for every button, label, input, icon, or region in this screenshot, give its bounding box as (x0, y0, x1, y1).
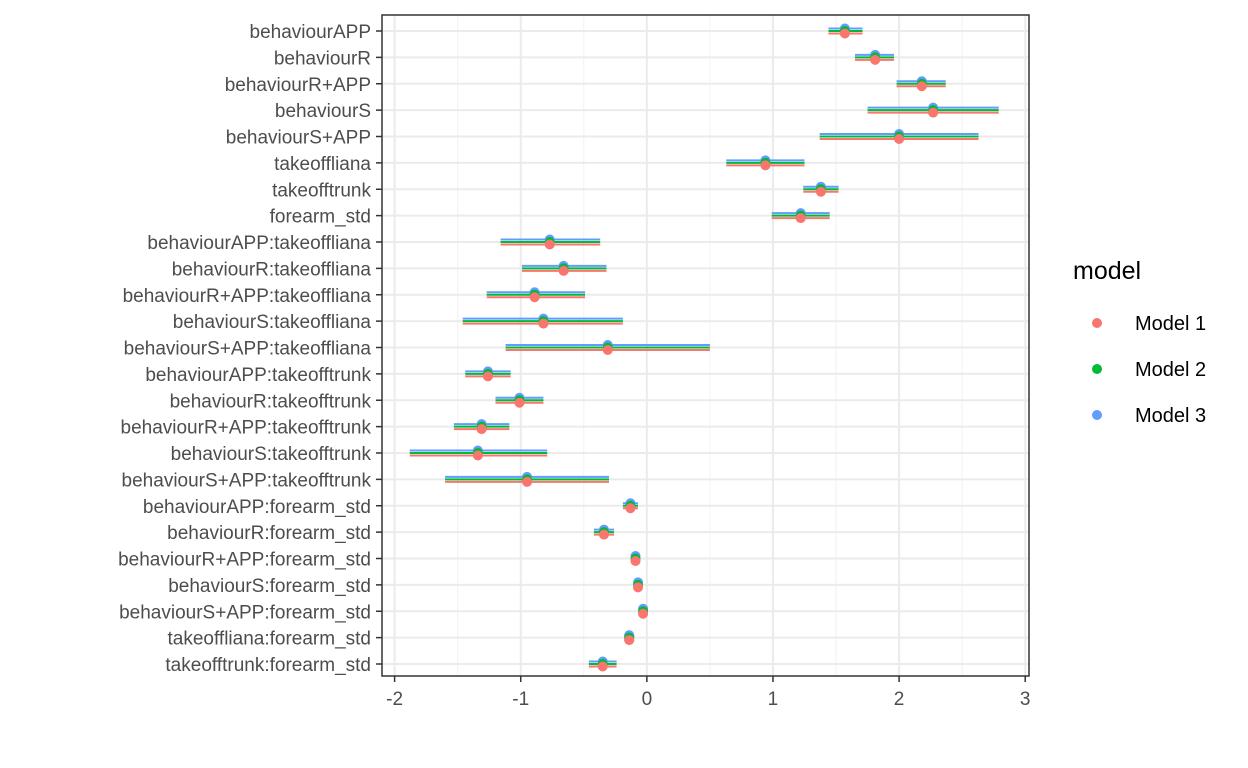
point-model-1 (894, 134, 905, 144)
y-tick-label: takeoffliana (274, 154, 371, 175)
point-model-1 (598, 529, 609, 540)
point-model-1 (538, 318, 549, 329)
y-tick-label: behaviourS+APP:forearm_std (119, 602, 371, 623)
legend-label: Model 3 (1135, 405, 1206, 427)
point-model-1 (633, 582, 644, 593)
point-model-1 (815, 186, 826, 197)
point-layer (472, 23, 939, 672)
point-model-1 (638, 608, 649, 619)
y-tick-label: behaviourAPP:takeoffliana (147, 233, 371, 254)
legend-title: model (1073, 257, 1141, 285)
x-tick-label: -2 (386, 689, 403, 710)
y-tick-label: forearm_std (270, 207, 371, 228)
y-tick-label: behaviourR+APP (225, 75, 371, 96)
legend: model Model 1 Model 2 Model 3 (1073, 257, 1206, 427)
point-model-1 (597, 661, 608, 672)
y-tick-label: behaviourS:takeofftrunk (171, 444, 372, 465)
x-tick-label: 3 (1020, 689, 1031, 710)
legend-key-model-3 (1092, 410, 1102, 420)
y-tick-label: behaviourS+APP (226, 128, 371, 149)
legend-label: Model 1 (1135, 313, 1206, 335)
x-tick-label: 1 (768, 689, 779, 710)
x-tick-label: 2 (894, 689, 905, 710)
legend-key-model-1 (1092, 318, 1102, 328)
y-tick-label: behaviourS+APP:takeoffliana (124, 339, 372, 360)
point-model-1 (482, 371, 493, 382)
point-model-1 (544, 239, 555, 250)
x-tick-label: 0 (642, 689, 653, 710)
y-tick-label: behaviourR+APP:forearm_std (118, 550, 371, 571)
point-model-1 (558, 265, 569, 276)
point-model-1 (625, 503, 636, 514)
panel-border (381, 14, 1030, 677)
x-tick-label: -1 (512, 689, 529, 710)
y-tick-label: takeofftrunk:forearm_std (165, 655, 371, 676)
y-tick-label: behaviourAPP:forearm_std (143, 497, 371, 518)
x-axis: -2 -1 0 1 2 3 (386, 676, 1031, 710)
legend-label: Model 2 (1135, 359, 1206, 381)
point-model-1 (514, 397, 525, 408)
y-tick-label: behaviourR:takeofftrunk (170, 391, 372, 412)
point-model-1 (602, 345, 613, 355)
y-tick-label: takeoffliana:forearm_std (168, 629, 372, 650)
y-tick-label: behaviourR+APP:takeofftrunk (121, 418, 372, 439)
point-model-1 (795, 213, 806, 224)
y-tick-label: behaviourR (274, 48, 371, 69)
point-model-1 (870, 54, 881, 65)
point-model-1 (472, 450, 483, 461)
legend-key-model-2 (1092, 364, 1102, 374)
y-tick-label: behaviourAPP (250, 22, 371, 43)
y-tick-label: takeofftrunk (272, 180, 371, 201)
point-model-1 (839, 28, 850, 39)
y-tick-label: behaviourS:forearm_std (168, 576, 371, 597)
y-tick-label: behaviourS (275, 101, 371, 122)
y-tick-label: behaviourS:takeoffliana (173, 312, 372, 333)
point-model-1 (916, 81, 927, 92)
point-model-1 (522, 476, 533, 487)
point-model-1 (928, 107, 939, 118)
point-model-1 (529, 292, 540, 303)
point-model-1 (476, 424, 487, 435)
point-model-1 (630, 556, 641, 566)
y-tick-label: behaviourR+APP:takeoffliana (123, 286, 372, 307)
point-model-1 (624, 635, 635, 646)
y-tick-label: behaviourR:forearm_std (167, 523, 371, 544)
y-tick-label: behaviourAPP:takeofftrunk (145, 365, 371, 386)
y-tick-label: behaviourS+APP:takeofftrunk (122, 470, 372, 491)
point-model-1 (760, 160, 771, 171)
y-axis: behaviourAPP behaviourR behaviourR+APP beha… (118, 22, 382, 676)
y-tick-label: behaviourR:takeoffliana (172, 259, 372, 280)
